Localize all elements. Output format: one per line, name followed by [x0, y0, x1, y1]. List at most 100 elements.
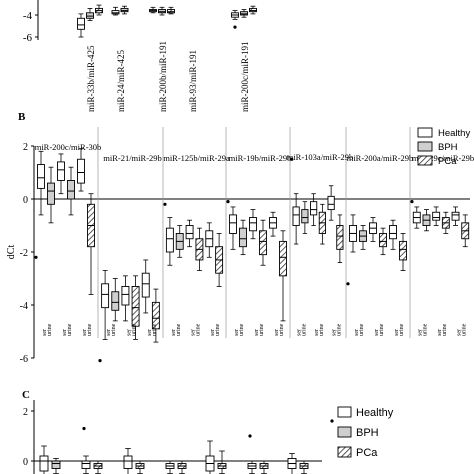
box-healthy [123, 448, 133, 474]
box-healthy [165, 460, 175, 474]
specimen-label: ser [354, 329, 360, 336]
outlier-point [410, 200, 414, 204]
specimen-label: urine [461, 323, 467, 336]
box-healthy [369, 217, 377, 242]
box-pca [279, 230, 287, 322]
box-healthy [185, 219, 194, 248]
specimen-label: urine [87, 323, 93, 336]
box-pca [249, 5, 257, 15]
y-tick-label: 2 [23, 142, 28, 153]
specimen-label: urine [399, 323, 405, 336]
group-label-a: miR-93/miR-191 [188, 50, 198, 112]
box-healthy [165, 217, 174, 266]
box-healthy [81, 455, 91, 474]
outlier-point [98, 359, 102, 363]
box-body [310, 201, 318, 216]
box-body [51, 460, 61, 469]
specimen-label: ser [191, 329, 197, 336]
box-bph [120, 5, 129, 15]
box-pca [379, 227, 387, 256]
group-label: miR-125b/miR-29a [163, 153, 230, 163]
box-healthy [111, 6, 120, 16]
specimen-label: urine [379, 323, 385, 336]
box-bph [239, 219, 247, 256]
box-pca [299, 460, 309, 474]
specimen-label: ser [274, 329, 280, 336]
legend-swatch-healthy [417, 127, 433, 138]
specimen-label: ser [314, 329, 320, 336]
box-healthy [205, 222, 214, 258]
box-body [158, 9, 166, 14]
box-healthy [231, 10, 239, 20]
y-tick-label: -6 [20, 354, 28, 365]
specimen-label: ser [62, 329, 68, 336]
box-pca [93, 460, 103, 474]
box-healthy [121, 275, 130, 322]
specimen-label: urine [152, 323, 158, 336]
legend-label-pca: PCa [438, 156, 457, 167]
box-pca [215, 233, 224, 287]
legend-swatch-healthy [337, 406, 352, 418]
specimen-label: urine [215, 323, 221, 336]
box-pca [399, 233, 407, 271]
box-healthy [57, 153, 65, 195]
panel-c: C 2 0 Healthy BPH PCa [22, 389, 394, 474]
box-pca [87, 193, 95, 295]
box-bph [158, 6, 166, 16]
legend-swatch-bph [417, 141, 433, 152]
specimen-label: ser [374, 329, 380, 336]
box-bph [240, 9, 248, 18]
specimen-label: urine [279, 323, 285, 336]
box-pca [461, 214, 470, 248]
box-healthy [77, 13, 85, 38]
box-body [111, 10, 120, 15]
box-body [249, 217, 257, 232]
box-body [131, 286, 140, 327]
box-healthy [432, 206, 441, 226]
legend-label-healthy: Healthy [438, 128, 470, 139]
outlier-point [248, 434, 252, 438]
box-body [47, 182, 55, 205]
outlier-point [290, 157, 294, 161]
outlier-point [346, 282, 350, 286]
specimen-label: ser [171, 329, 177, 336]
specimen-label: urine [302, 323, 308, 336]
box-body [240, 11, 248, 16]
box-body [151, 301, 160, 330]
group-label: miR-21/miR-29b [103, 153, 162, 163]
panel-a: -4 -6 miR-33b/miR-425 miR-24/miR-425 miR-200… [23, 0, 257, 112]
specimen-label: ser [254, 329, 260, 336]
box-pca [95, 4, 103, 16]
group-label-a: miR-33b/miR-425 [86, 45, 96, 112]
specimen-label: ser [106, 329, 112, 336]
box-pca [135, 460, 145, 474]
box-bph [67, 166, 75, 216]
box-bph [111, 278, 120, 322]
specimen-label: urine [259, 323, 265, 336]
specimen-label: urine [239, 323, 245, 336]
specimen-label: urine [111, 323, 117, 336]
outlier-point [226, 200, 230, 204]
box-bph [422, 209, 431, 232]
group-label: miR-19b/miR-29b [229, 153, 292, 163]
outlier-point [82, 426, 86, 431]
box-bph [175, 225, 184, 258]
box-bph [359, 225, 367, 250]
box-healthy [451, 206, 460, 226]
box-healthy [269, 211, 277, 237]
specimen-label: ser [42, 329, 48, 336]
box-healthy [412, 206, 421, 229]
y-tick-label: -6 [23, 32, 33, 44]
group-label-a: miR-200c/miR-191 [240, 42, 250, 113]
specimen-label: ser [127, 329, 133, 336]
specimen-label: ser [418, 329, 424, 336]
specimen-label: ser [234, 329, 240, 336]
specimen-label: ser [210, 329, 216, 336]
specimen-label: urine [176, 323, 182, 336]
box-body [432, 211, 441, 221]
box-body [451, 211, 460, 221]
box-pca [195, 227, 204, 271]
group-label-a: miR-24/miR-425 [116, 49, 126, 112]
specimen-label: ser [297, 329, 303, 336]
